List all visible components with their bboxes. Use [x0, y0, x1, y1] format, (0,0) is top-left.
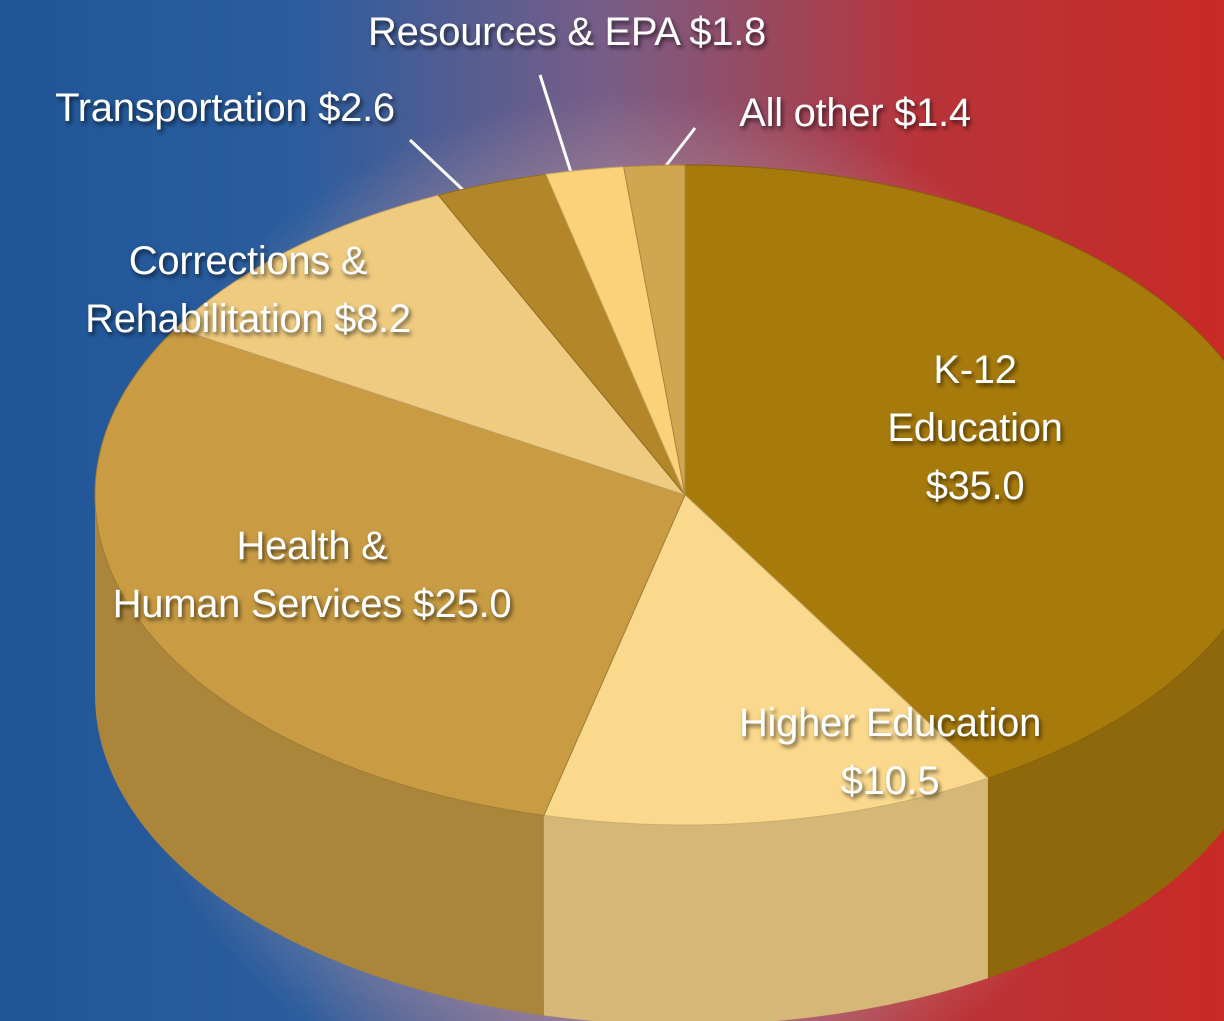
category-label: Corrections & Rehabilitation	[85, 239, 368, 341]
slice-label: Health & Human Services $25.0	[113, 517, 512, 633]
category-label: Higher Education	[738, 701, 1042, 745]
slice-label: Corrections & Rehabilitation $8.2	[85, 232, 411, 348]
slice-label: Transportation $2.6	[55, 79, 395, 137]
value-label: $8.2	[334, 297, 411, 341]
value-label: $2.6	[318, 86, 395, 130]
value-label: $1.4	[894, 91, 971, 135]
slice-label: All other $1.4	[739, 84, 971, 142]
pie-slice	[684, 164, 1224, 779]
value-label: $25.0	[412, 582, 512, 626]
value-label: $10.5	[840, 759, 940, 803]
slice-side	[95, 495, 544, 1016]
pie-slice	[623, 164, 686, 496]
category-label: All other	[739, 91, 884, 135]
slice-sides	[95, 495, 1224, 1021]
value-label: $1.8	[689, 10, 766, 54]
value-label: $35.0	[925, 464, 1025, 508]
category-label: K-12 Education	[887, 348, 1063, 450]
pie-slice	[174, 194, 687, 497]
category-label: Resources & EPA	[368, 10, 679, 54]
slice-label: Resources & EPA $1.8	[368, 3, 766, 61]
pie-slice	[543, 494, 989, 826]
leader-line	[538, 74, 577, 186]
slice-side	[987, 629, 1224, 979]
pie-slice	[94, 327, 686, 816]
slice-label: Higher Education $10.5	[723, 694, 1057, 810]
slice-tops	[94, 164, 1224, 826]
slice-label: K-12 Education $35.0	[851, 341, 1100, 515]
category-label: Health & Human Services	[112, 524, 403, 626]
slice-side	[543, 778, 988, 1021]
category-label: Transportation	[55, 86, 308, 130]
